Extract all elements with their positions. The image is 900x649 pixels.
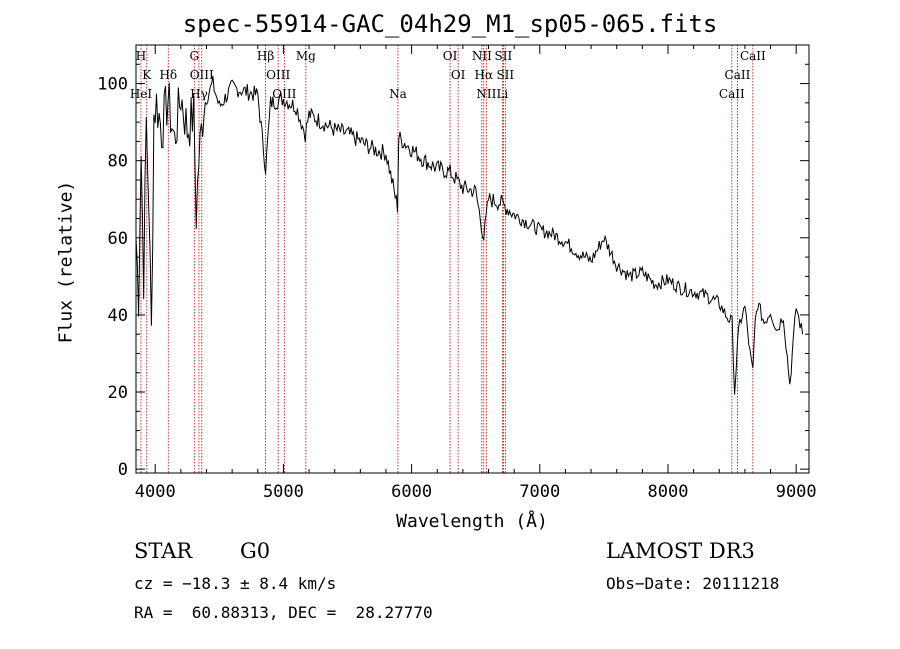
x-tick-label: 7000 (519, 482, 560, 502)
marker-label: K (142, 68, 152, 82)
marker-label: Hδ (159, 68, 177, 82)
chart-title: spec-55914-GAC_04h29_M1_sp05-065.fits (182, 10, 718, 38)
marker-label: HeI (130, 87, 153, 101)
spectrum-line (135, 75, 804, 395)
marker-label: Hγ (190, 87, 208, 101)
obs-date: Obs−Date: 20111218 (606, 574, 780, 593)
plot-frame (135, 44, 810, 474)
marker-label: CaII (740, 49, 766, 63)
y-axis-ticks: 0 20 40 60 80 100 (97, 44, 809, 480)
x-tick-label: 9000 (776, 482, 817, 502)
subclass: G0 (240, 539, 271, 563)
object-class: STAR (134, 539, 193, 563)
y-tick-label: 80 (108, 152, 128, 172)
marker-label: OIII (190, 68, 214, 82)
marker-label: Na (389, 87, 407, 101)
marker-label: CaII (725, 68, 751, 82)
marker-label: SII (495, 49, 513, 63)
y-axis-label: Flux (relative) (55, 180, 77, 344)
y-tick-label: 100 (97, 75, 128, 95)
x-axis-label: Wavelength (Å) (396, 511, 548, 532)
redshift-text: cz = −18.3 ± 8.4 km/s (134, 574, 337, 593)
x-axis-ticks: 4000 5000 6000 7000 8000 9000 (135, 45, 817, 502)
marker-label: Mg (296, 49, 316, 63)
coordinates: RA = 60.88313, DEC = 28.27770 (134, 603, 433, 622)
x-tick-label: 4000 (135, 482, 176, 502)
x-tick-label: 6000 (391, 482, 432, 502)
y-tick-label: 60 (108, 229, 128, 249)
marker-label: Hα (474, 68, 493, 82)
x-tick-label: 8000 (648, 482, 689, 502)
marker-label: SII (496, 68, 514, 82)
marker-label: OI (443, 49, 458, 63)
marker-label: Li (496, 87, 508, 101)
marker-label: OIII (266, 68, 290, 82)
y-tick-label: 40 (108, 306, 128, 326)
x-tick-label: 5000 (263, 482, 304, 502)
marker-label: NII (472, 49, 492, 63)
marker-label: OI (451, 68, 466, 82)
y-tick-label: 20 (108, 383, 128, 403)
line-marker-labels: HK HeI Hδ G OIII Hγ Hβ OIII OIII Mg Na OI OI NII Hα NII… (130, 49, 766, 101)
marker-label: Hβ (257, 49, 274, 63)
marker-label: OIII (272, 87, 296, 101)
marker-label: G (190, 49, 200, 63)
marker-label: NII (476, 87, 496, 101)
line-marker-lines (140, 45, 754, 473)
marker-label: CaII (719, 87, 745, 101)
survey-name: LAMOST DR3 (606, 539, 755, 563)
marker-label: H (136, 49, 146, 63)
y-tick-label: 0 (118, 460, 128, 480)
